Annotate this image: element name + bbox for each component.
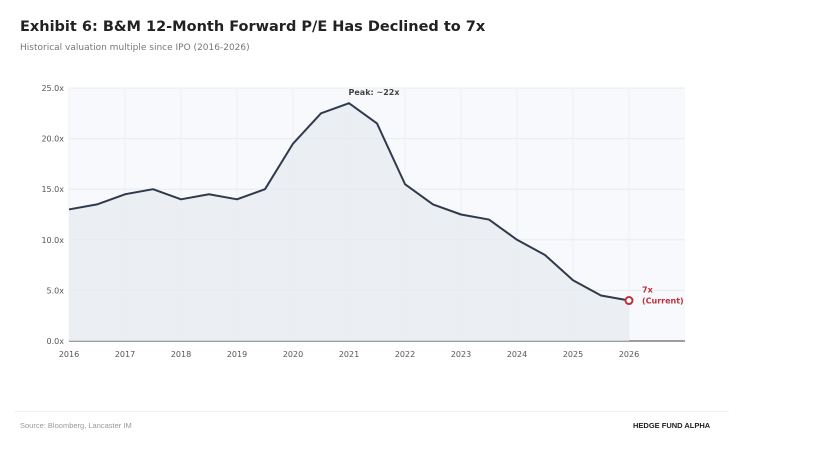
current-annotation-label: (Current)	[642, 297, 684, 306]
y-tick-label: 20.0x	[41, 135, 64, 144]
x-tick-label: 2017	[115, 350, 135, 359]
x-tick-label: 2021	[339, 350, 359, 359]
y-tick-label: 5.0x	[47, 286, 65, 295]
footer-divider	[14, 411, 729, 412]
y-tick-label: 25.0x	[41, 84, 64, 93]
current-marker	[624, 296, 634, 306]
x-tick-label: 2016	[59, 350, 79, 359]
current-annotation-value: 7x	[642, 286, 654, 295]
y-tick-label: 0.0x	[47, 337, 65, 346]
x-tick-label: 2020	[283, 350, 303, 359]
peak-annotation: Peak: ~22x	[349, 88, 401, 97]
x-tick-label: 2023	[451, 350, 471, 359]
y-tick-label: 15.0x	[41, 185, 64, 194]
x-tick-label: 2018	[171, 350, 191, 359]
chart-subtitle: Historical valuation multiple since IPO …	[20, 43, 250, 53]
y-tick-label: 10.0x	[41, 236, 64, 245]
area-fill	[69, 103, 629, 342]
x-tick-label: 2025	[563, 350, 583, 359]
x-tick-label: 2022	[395, 350, 415, 359]
x-tick-label: 2019	[227, 350, 247, 359]
x-tick-label: 2026	[619, 350, 639, 359]
x-tick-label: 2024	[507, 350, 527, 359]
brand-label: HEDGE FUND ALPHA	[633, 421, 711, 430]
source-note: Source: Bloomberg, Lancaster IM	[20, 421, 132, 430]
chart-title: Exhibit 6: B&M 12-Month Forward P/E Has …	[20, 19, 486, 35]
